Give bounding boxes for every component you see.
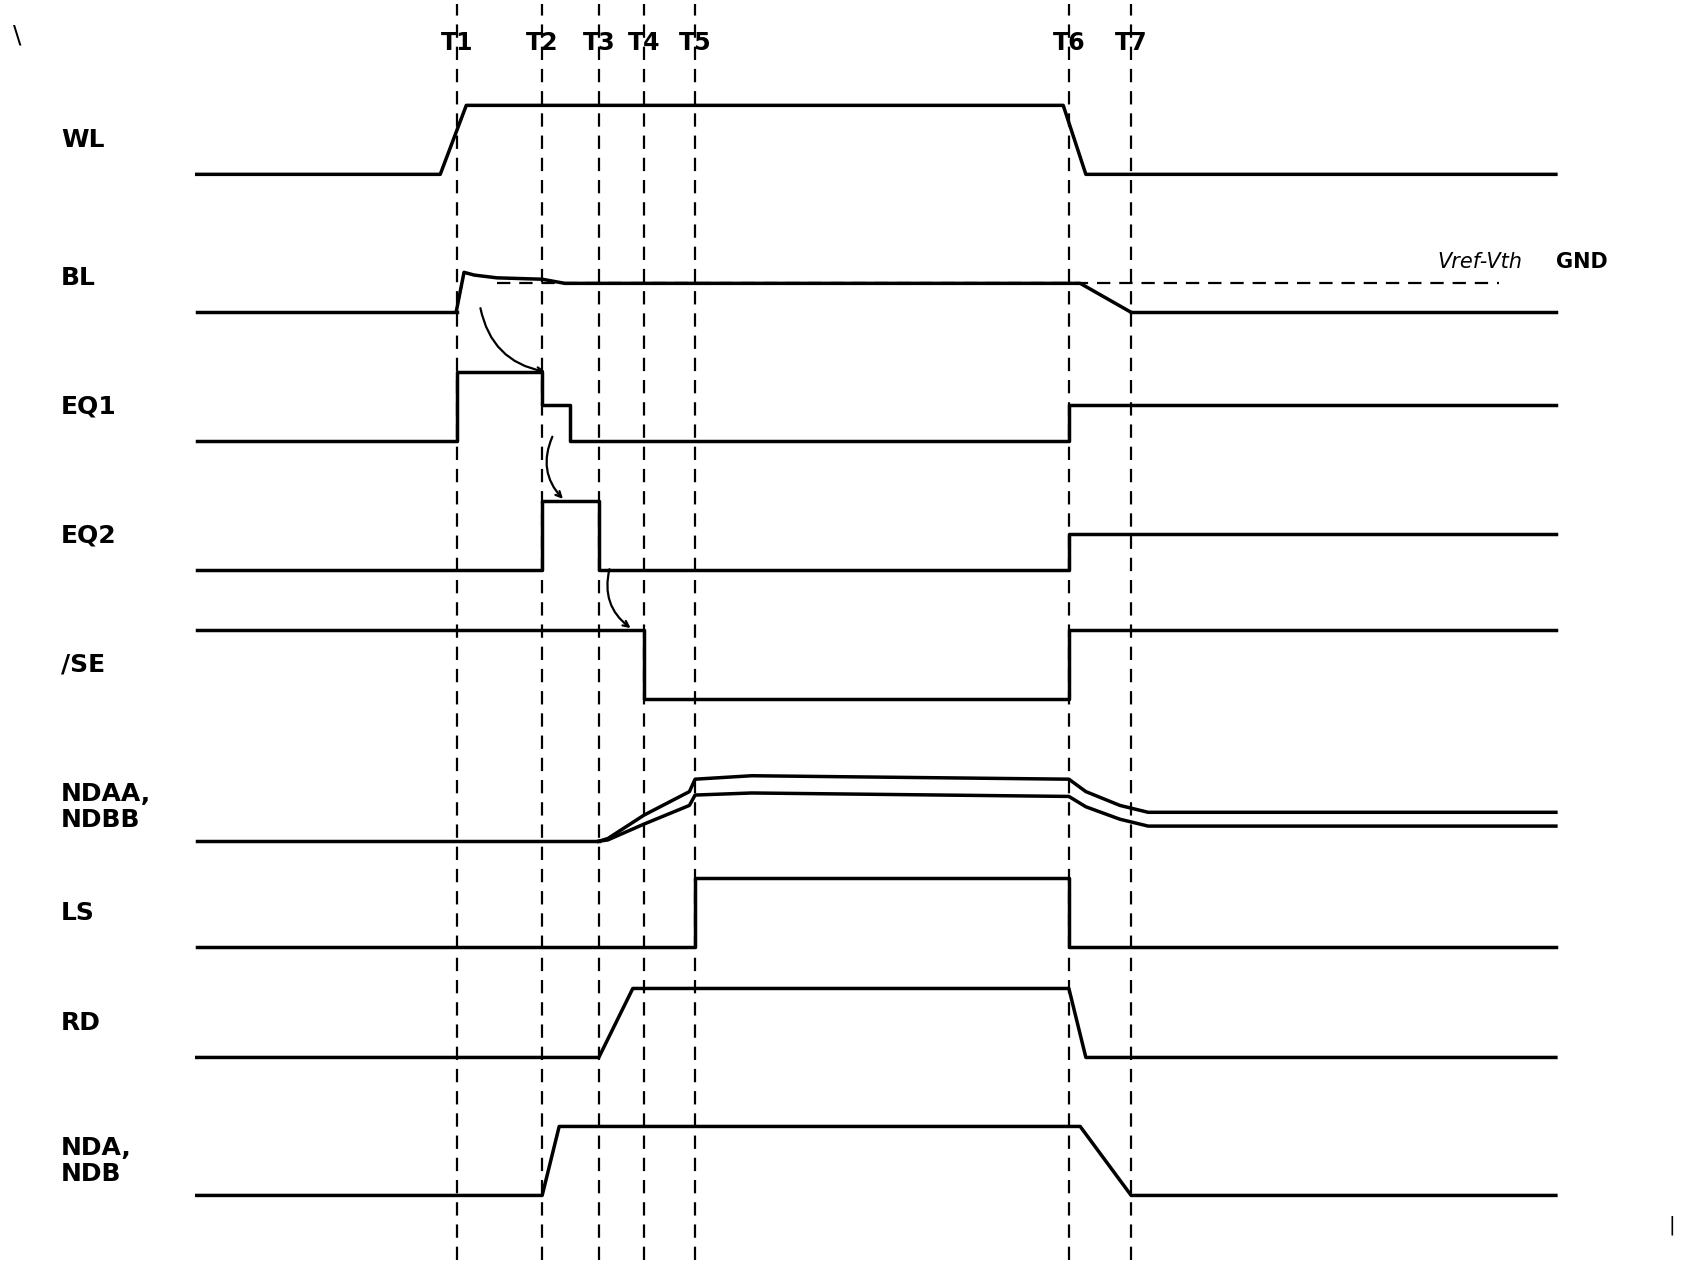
Text: WL: WL xyxy=(61,128,103,152)
Text: T6: T6 xyxy=(1053,30,1085,54)
Text: T4: T4 xyxy=(628,30,660,54)
Text: EQ2: EQ2 xyxy=(61,523,117,547)
Text: BL: BL xyxy=(61,265,95,289)
Text: /SE: /SE xyxy=(61,652,105,676)
Text: RD: RD xyxy=(61,1011,100,1035)
Text: NDA,
NDB: NDA, NDB xyxy=(61,1136,132,1186)
Text: GND: GND xyxy=(1555,253,1608,272)
Text: T1: T1 xyxy=(441,30,473,54)
Text: EQ1: EQ1 xyxy=(61,394,117,418)
Text: T3: T3 xyxy=(582,30,616,54)
Text: Vref-Vth: Vref-Vth xyxy=(1437,253,1521,272)
Text: \: \ xyxy=(12,23,20,47)
Text: NDAA,
NDBB: NDAA, NDBB xyxy=(61,782,151,832)
Text: LS: LS xyxy=(61,900,95,924)
Text: |: | xyxy=(1669,1215,1676,1235)
Text: T2: T2 xyxy=(526,30,558,54)
Text: T5: T5 xyxy=(678,30,711,54)
Text: T7: T7 xyxy=(1114,30,1148,54)
